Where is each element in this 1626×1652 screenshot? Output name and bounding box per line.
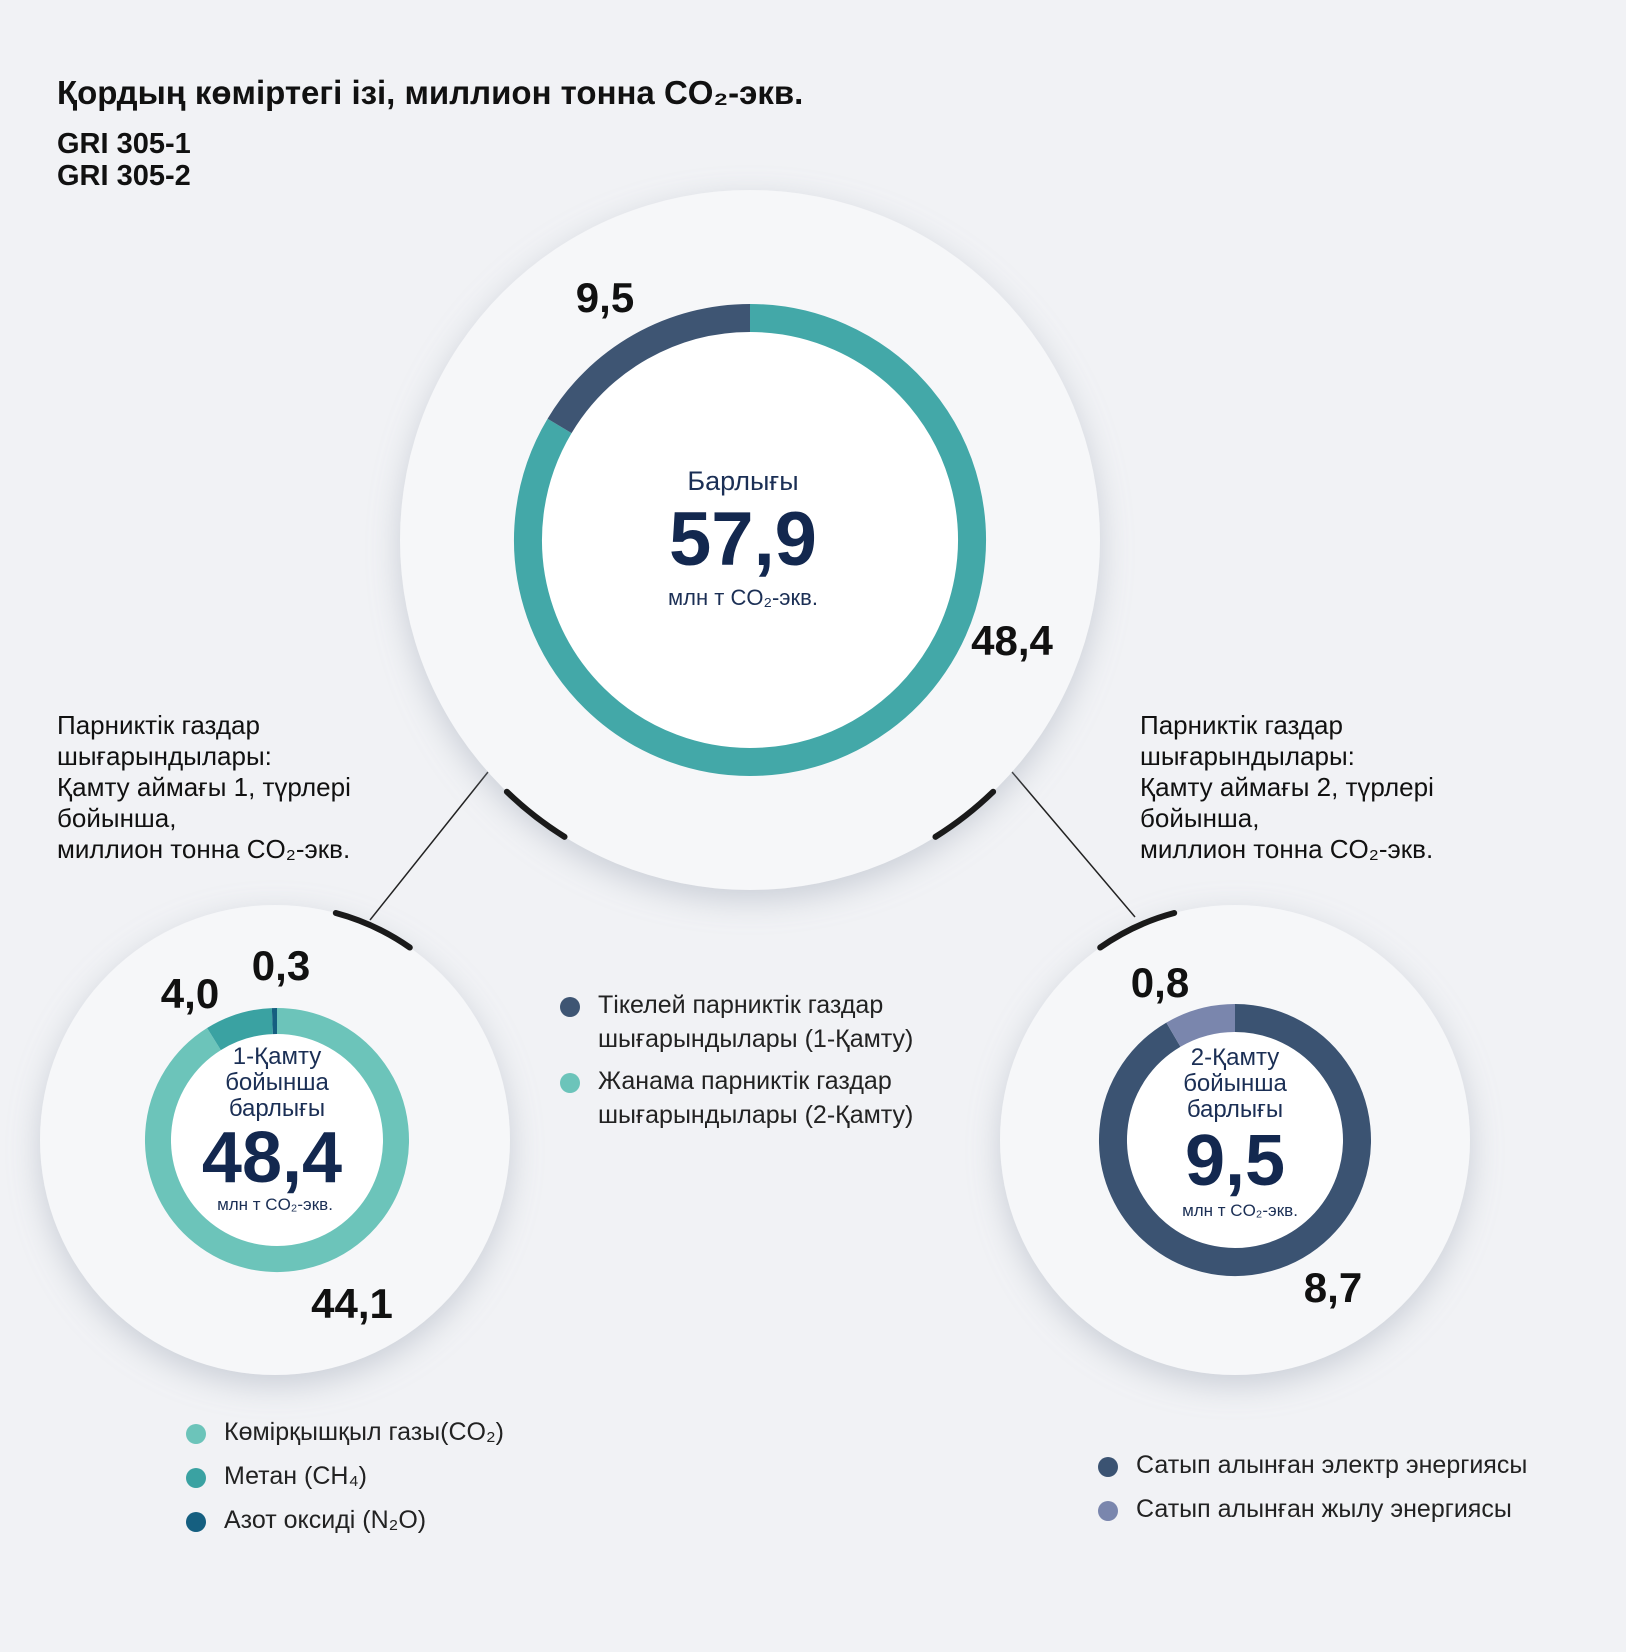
connector-line-scope2 (1011, 771, 1136, 918)
connector-line-scope1 (369, 771, 489, 921)
value-label: 48,4 (971, 617, 1053, 664)
legend-label: Көмірқышқыл газы(CO₂) (224, 1418, 504, 1446)
main-donut (514, 304, 986, 776)
scope1-caption: Парниктік газдар шығарындылары: Қамту ай… (57, 710, 351, 864)
main-unit: млн т CO₂-экв. (668, 585, 818, 610)
scope2-unit: млн т CO₂-экв. (1182, 1201, 1298, 1220)
scope2-center-label: 2-Қамту бойынша барлығы (1183, 1044, 1287, 1123)
donut-segment (547, 304, 751, 434)
legend-dot-icon (560, 1073, 580, 1093)
donut-segment (145, 1008, 409, 1272)
donut-segment (1099, 1004, 1371, 1276)
center-label-line: 2-Қамту (1191, 1044, 1279, 1071)
scope1-total-value: 48,4 (202, 1118, 342, 1198)
value-label: 4,0 (161, 970, 219, 1017)
legend-dot-icon (1098, 1501, 1118, 1521)
scope2-caption: Парниктік газдар шығарындылары: Қамту ай… (1140, 710, 1434, 864)
scope2-center-disc (1127, 1032, 1343, 1248)
legend-dot-icon (186, 1424, 206, 1444)
scope1-legend: Көмірқышқыл газы(CO₂) Метан (CH₄) Азот о… (186, 1415, 586, 1547)
main-total-value: 57,9 (669, 497, 817, 582)
main-legend: Тікелей парниктік газдар шығарындылары (… (560, 988, 980, 1140)
accent-arc (503, 788, 568, 840)
legend-item: Жанама парниктік газдар шығарындылары (2… (560, 1064, 980, 1132)
chart-title: Қордың көміртегі ізі, миллион тонна CO₂-… (57, 74, 804, 111)
legend-dot-icon (186, 1512, 206, 1532)
center-label-line: бойынша (1183, 1070, 1287, 1097)
main-center-label: Барлығы (687, 466, 798, 496)
value-label: 9,5 (576, 274, 634, 321)
legend-label: Сатып алынған электр энергиясы (1136, 1451, 1528, 1479)
legend-item: Азот оксиді (N₂O) (186, 1503, 586, 1537)
scope1-center-disc (171, 1034, 383, 1246)
value-label: 44,1 (311, 1280, 393, 1327)
legend-dot-icon (1098, 1457, 1118, 1477)
center-label-line: бойынша (225, 1069, 329, 1096)
scope2-total-value: 9,5 (1185, 1121, 1285, 1201)
main-center-disc (540, 330, 960, 750)
legend-dot-icon (560, 997, 580, 1017)
accent-arc (932, 788, 997, 840)
donut-segment (207, 1008, 274, 1051)
center-label-line: барлығы (229, 1095, 325, 1122)
scope2-donut (1099, 1004, 1371, 1276)
accent-arc (332, 910, 413, 951)
legend-item: Сатып алынған электр энергиясы (1098, 1448, 1618, 1482)
legend-label: Тікелей парниктік газдар шығарындылары (… (598, 991, 914, 1053)
scope1-donut (145, 1007, 409, 1272)
scope1-center-label: 1-Қамту бойынша барлығы (225, 1043, 329, 1122)
donut-segment (1166, 1004, 1236, 1047)
legend-label: Сатып алынған жылу энергиясы (1136, 1495, 1512, 1523)
legend-label: Азот оксиді (N₂O) (224, 1506, 427, 1534)
legend-item: Көмірқышқыл газы(CO₂) (186, 1415, 586, 1449)
scope2-legend: Сатып алынған электр энергиясы Сатып алы… (1098, 1448, 1618, 1536)
legend-dot-icon (186, 1468, 206, 1488)
scope1-unit: млн т CO₂-экв. (217, 1195, 333, 1214)
value-label: 0,3 (252, 942, 310, 989)
center-label-line: 1-Қамту (233, 1043, 321, 1070)
accent-arc (1097, 910, 1178, 951)
legend-item: Сатып алынған жылу энергиясы (1098, 1492, 1618, 1526)
center-label-line: барлығы (1187, 1096, 1283, 1123)
value-label: 8,7 (1304, 1264, 1362, 1311)
gri-code: GRI 305-2 (57, 160, 191, 192)
legend-item: Метан (CH₄) (186, 1459, 586, 1493)
donut-segment (514, 304, 986, 776)
gri-code: GRI 305-1 (57, 128, 191, 160)
legend-item: Тікелей парниктік газдар шығарындылары (… (560, 988, 980, 1056)
legend-label: Метан (CH₄) (224, 1462, 367, 1490)
value-label: 0,8 (1131, 959, 1189, 1006)
legend-label: Жанама парниктік газдар шығарындылары (2… (598, 1067, 914, 1129)
